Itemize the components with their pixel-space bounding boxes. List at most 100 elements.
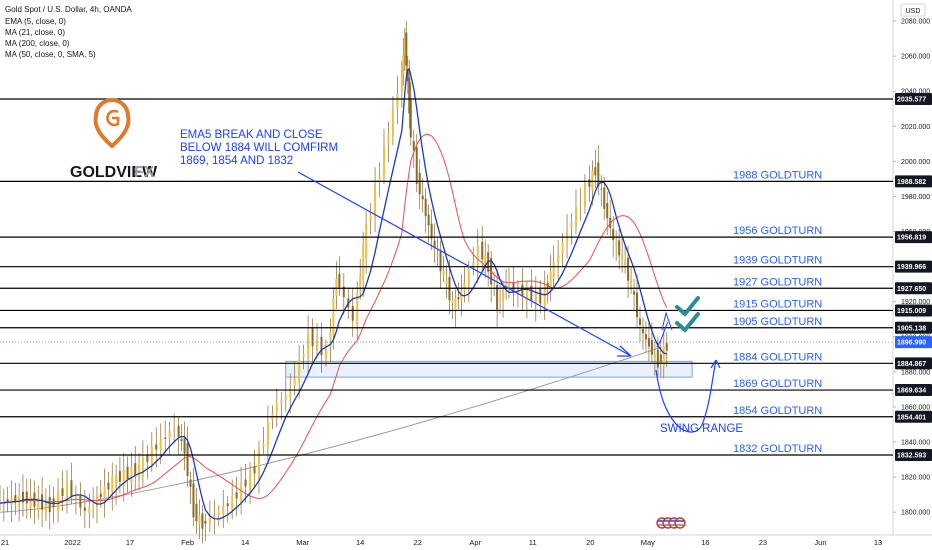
candle-body [111, 475, 114, 493]
candle-body [65, 481, 68, 499]
candle-body [329, 332, 332, 347]
candle-body [636, 292, 639, 318]
candle-body [240, 483, 243, 503]
level-price-tag-text: 1915.009 [897, 308, 926, 315]
candle-body [257, 449, 260, 477]
candle-body [201, 513, 204, 529]
x-tick-label: 16 [701, 538, 709, 547]
level-price-tag [895, 304, 932, 317]
x-tick-label: 22 [414, 538, 422, 547]
level-price-tag-text: 1988.582 [897, 179, 926, 186]
candle-body [463, 282, 466, 292]
candle-body [641, 329, 644, 334]
level-price-tag [895, 92, 932, 105]
candle-body [499, 300, 502, 302]
level-price-tag-text: 1905.138 [897, 325, 926, 332]
candle-body [454, 298, 457, 311]
candle-body [235, 492, 238, 499]
indicator-label: MA (50, close, 0, SMA, 5) [5, 50, 96, 59]
candle-body [403, 39, 406, 54]
candle-body [359, 276, 362, 290]
candle-body [638, 318, 641, 325]
candle-body [95, 496, 98, 507]
candle-body [612, 229, 615, 240]
candle-body [338, 273, 341, 288]
level-price-tag [895, 231, 932, 244]
candle-body [439, 250, 442, 272]
candle-body [382, 146, 385, 177]
candle-body [418, 172, 421, 195]
candle-body [552, 262, 555, 279]
candle-body [332, 297, 335, 335]
candle-body [539, 288, 542, 304]
candle-body [6, 499, 9, 503]
candle-body [48, 497, 51, 513]
candle-body [249, 469, 252, 491]
level-label: 1832 GOLDTURN [733, 443, 822, 455]
last-price-tag-text: 1896.990 [897, 340, 926, 347]
candle-body [659, 354, 662, 363]
candle-body [633, 291, 636, 295]
currency-box [900, 3, 926, 17]
candle-body [311, 328, 314, 347]
candle-body [189, 479, 192, 487]
candle-body [57, 491, 60, 511]
candle-body [481, 241, 484, 260]
x-tick-label: 21 [1, 538, 9, 547]
candle-body [369, 214, 372, 221]
level-label: 1915 GOLDTURN [733, 298, 822, 310]
level-price-tag [895, 175, 932, 188]
level-price-tag-text: 2035.577 [897, 96, 926, 103]
y-tick-label: 1820.000 [901, 475, 930, 482]
candle-body [217, 512, 220, 515]
annotation-line: BELOW 1884 WILL COMFIRM [180, 142, 338, 154]
y-tick-label: 1840.000 [901, 440, 930, 447]
candle-body [231, 495, 234, 510]
candle-body [159, 438, 162, 451]
economic-event-icons [656, 517, 686, 529]
candle-body [186, 443, 189, 476]
candle-body [335, 278, 338, 297]
swing-range-curve [655, 359, 717, 433]
candle-body [391, 108, 394, 136]
logo-fx-text: FX [134, 164, 155, 181]
candle-body [600, 188, 603, 190]
level-label: 1854 GOLDTURN [733, 405, 822, 417]
candle-body [409, 99, 412, 138]
last-price-tag [895, 336, 932, 349]
candle-body [115, 474, 118, 488]
candle-body [557, 254, 560, 263]
candle-body [244, 479, 247, 487]
candle-body [402, 55, 405, 75]
candle-body [618, 240, 621, 256]
currency-label: USD [906, 8, 921, 15]
x-tick-label: 14 [241, 538, 249, 547]
candle-body [183, 438, 186, 454]
x-tick-label: 14 [356, 538, 364, 547]
candle-body [406, 68, 409, 82]
candle-body [74, 496, 77, 498]
candle-body [549, 271, 552, 290]
x-tick-label: Jun [814, 538, 826, 547]
candle-body [324, 349, 327, 359]
x-tick-label: 20 [586, 538, 594, 547]
check-icon [675, 312, 700, 333]
candles [0, 21, 668, 544]
candle-body [662, 346, 665, 366]
candle-body [204, 520, 207, 524]
level-label: 1905 GOLDTURN [733, 316, 822, 328]
candle-body [476, 245, 479, 266]
candle-body [253, 466, 256, 474]
candle-body [275, 403, 278, 414]
candle-body [164, 437, 167, 439]
candle-body [316, 340, 319, 350]
candle-body [594, 167, 597, 176]
level-price-tag [895, 384, 932, 397]
candle-body [320, 336, 323, 356]
level-price-tag-text: 1956.819 [897, 235, 926, 242]
swing-range-arrowhead [710, 359, 721, 369]
event-flag-icon [674, 517, 686, 529]
candle-body [597, 162, 600, 187]
candle-body [630, 278, 633, 285]
